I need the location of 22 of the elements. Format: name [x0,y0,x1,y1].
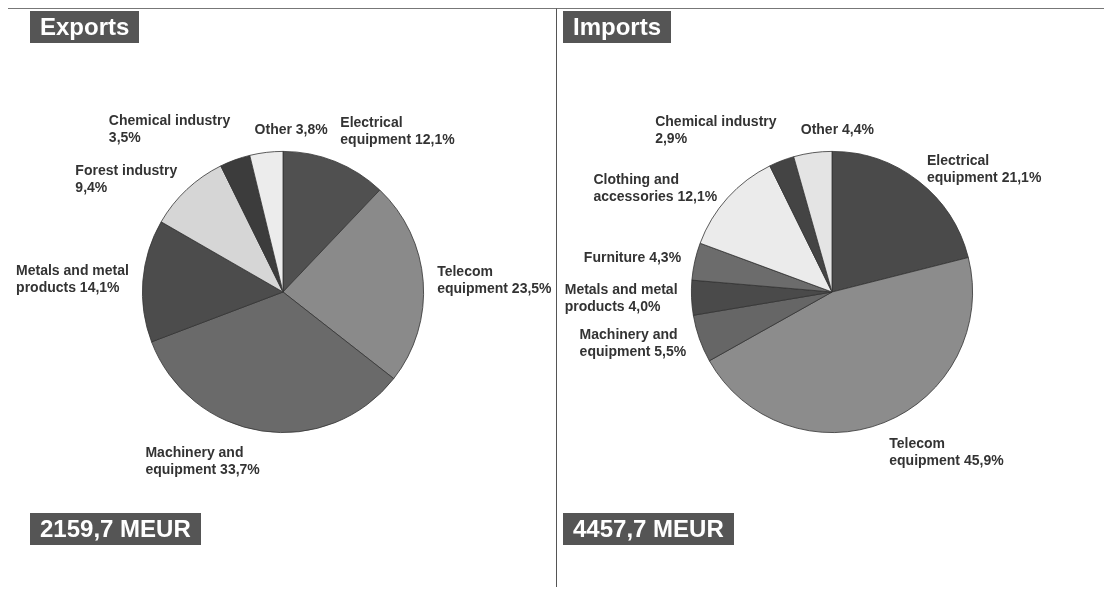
slice-label: Chemical industry [108,112,231,129]
slice-label: Electrical equipment 12,1% [340,113,456,147]
slice-label: Telecom equipment 45,9% [889,434,1005,468]
slice-label: Clothing and accessories 12,1% [593,170,718,204]
slice-label: Metals and metal products 14,1% [16,262,129,295]
slice-label: Electrical equipment 21,1% [926,152,1042,186]
slice-label: Forest industry [75,161,178,178]
chart-title: Imports [563,11,672,43]
data-label: 2,9% [655,130,688,147]
slice-label: Telecom equipment 23,5% [437,262,553,296]
slice-label: Machinery and equipment 5,5% [579,325,687,359]
slice-label: Other 3,8% [254,120,329,137]
text: 2159,7 MEUR [30,513,201,545]
slice-label: Furniture 4,3% [583,249,682,266]
text: 4457,7 MEUR [563,513,734,545]
data-label: 9,4% [75,178,108,195]
chart-title: Exports [30,11,140,43]
data-label: 3,5% [108,129,142,146]
slice-label: Machinery and equipment 33,7% [145,444,261,478]
slice-label: Other 4,4% [800,121,875,138]
slice-label: Metals and metal products 4,0% [564,280,678,314]
slice-label: Chemical industry [655,113,777,130]
